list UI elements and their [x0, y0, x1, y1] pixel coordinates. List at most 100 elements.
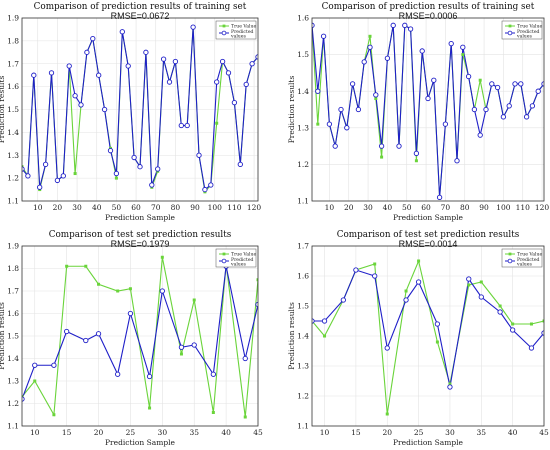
predicted-value-point	[478, 294, 484, 300]
y-tick-label: 1.8	[7, 264, 19, 273]
predicted-value-point	[84, 49, 90, 55]
true-value-point	[380, 155, 384, 159]
predicted-value-point	[340, 297, 347, 303]
predicted-value-point	[434, 321, 441, 327]
plot-area	[312, 259, 544, 416]
true-value-point	[114, 176, 118, 180]
x-tick-label: 40	[508, 428, 518, 437]
x-tick-label: 80	[171, 203, 181, 212]
predicted-value-point	[42, 161, 49, 168]
predicted-value-point	[32, 362, 38, 368]
legend-true-label: True Value	[517, 252, 542, 258]
y-tick-label: 1.5	[297, 50, 309, 59]
y-tick-label: 1.9	[7, 242, 19, 251]
predicted-value-point	[63, 328, 70, 335]
y-tick-label: 1.6	[297, 14, 309, 23]
predicted-value-point	[403, 297, 409, 303]
predicted-value-point	[95, 331, 102, 337]
x-tick-label: 40	[383, 203, 393, 212]
x-tick-label: 25	[414, 428, 424, 437]
predicted-value-point	[361, 59, 367, 65]
predicted-value-point	[143, 49, 149, 55]
plot-frame	[21, 245, 259, 427]
predicted-value-point	[529, 103, 536, 109]
chart-title: Comparison of test set prediction result…	[337, 230, 520, 240]
x-tick-label: 20	[344, 203, 354, 212]
predicted-value-point	[497, 309, 503, 315]
predicted-value-point	[448, 40, 454, 47]
y-tick-label: 1.1	[7, 422, 19, 431]
y-tick-label: 1.4	[7, 128, 19, 137]
predicted-value-point	[315, 88, 321, 94]
true-value-point	[368, 34, 372, 38]
predicted-value-point	[242, 355, 248, 362]
chart-title: Comparison of test set prediction result…	[49, 230, 232, 240]
predicted-value-point	[214, 79, 220, 85]
predicted-value-point	[131, 154, 137, 161]
predicted-value-point	[237, 161, 243, 168]
x-tick-label: 80	[460, 203, 470, 212]
y-tick-label: 1.1	[7, 197, 19, 206]
y-tick-label: 1.2	[297, 160, 309, 169]
predicted-value-point	[312, 22, 315, 28]
true-value-point	[97, 282, 101, 286]
predicted-value-point	[146, 373, 153, 380]
predicted-value-point	[500, 114, 507, 120]
predicted-value-point	[96, 72, 102, 78]
predicted-value-point	[460, 44, 466, 50]
predicted-value-point	[436, 194, 443, 200]
y-axis-label: Prediction results	[287, 76, 296, 144]
predicted-value-point	[202, 186, 208, 193]
predicted-value-point	[338, 106, 344, 113]
x-tick-label: 20	[382, 428, 392, 437]
true-value-point	[65, 264, 69, 268]
predicted-value-point	[115, 371, 121, 377]
predicted-value-point	[137, 164, 143, 170]
predicted-value-point	[60, 173, 66, 179]
y-tick-label: 1.9	[7, 14, 19, 23]
x-tick-label: 110	[516, 203, 531, 212]
series-line-predicted-values	[312, 269, 544, 388]
predicted-value-point	[320, 33, 327, 39]
x-axis-label: Prediction Sample	[105, 213, 176, 222]
rmse-label: RMSE=0.0006	[399, 11, 458, 21]
x-tick-label: 15	[62, 428, 72, 437]
plot-area	[22, 24, 258, 194]
predicted-value-point	[178, 122, 184, 129]
predicted-value-point	[66, 63, 72, 69]
predicted-value-point	[535, 88, 541, 94]
true-value-point	[316, 122, 320, 126]
predicted-value-point	[159, 288, 165, 294]
x-tick-label: 100	[496, 203, 511, 212]
true-value-point	[467, 283, 471, 287]
legend-pred-label: Predicted	[231, 29, 254, 35]
predicted-value-point	[22, 166, 25, 172]
predicted-value-point	[431, 77, 437, 83]
predicted-value-point	[489, 81, 495, 87]
x-axis-label: Prediction Sample	[105, 438, 176, 447]
true-value-point	[116, 289, 120, 293]
predicted-value-point	[407, 26, 414, 32]
legend-pred-label-cont: values	[516, 33, 532, 39]
x-tick-label: 30	[72, 203, 82, 212]
y-tick-label: 1.7	[297, 242, 309, 251]
true-value-point	[435, 340, 439, 344]
predicted-value-point	[37, 184, 43, 190]
true-value-point	[215, 121, 219, 125]
predicted-value-point	[483, 106, 489, 113]
true-value-point	[529, 322, 533, 326]
predicted-value-point	[127, 310, 134, 317]
predicted-value-point	[51, 362, 57, 368]
plot-area	[312, 22, 544, 200]
rmse-label: RMSE=0.0672	[111, 11, 170, 21]
predicted-value-point	[255, 301, 258, 308]
predicted-value-point	[390, 22, 396, 28]
predicted-value-point	[332, 143, 338, 149]
y-tick-label: 1.2	[297, 392, 309, 401]
true-value-point	[511, 322, 515, 326]
legend-pred-label: Predicted	[231, 257, 254, 263]
predicted-value-point	[378, 143, 385, 149]
predicted-value-point	[372, 273, 378, 279]
plot-area	[22, 255, 258, 419]
